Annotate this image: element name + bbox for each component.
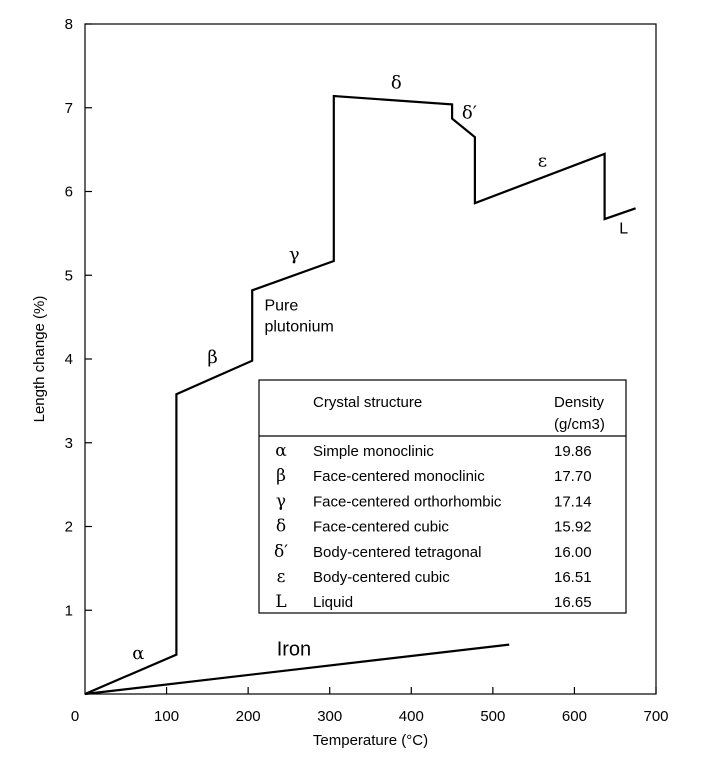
table-structure: Body-centered cubic bbox=[313, 569, 450, 586]
table-structure: Liquid bbox=[313, 594, 353, 611]
y-tick-label: 2 bbox=[65, 519, 73, 536]
y-tick-label: 5 bbox=[65, 267, 73, 284]
phase-label: γ bbox=[289, 244, 300, 265]
y-tick-label: 6 bbox=[65, 184, 73, 201]
table-density: 16.51 bbox=[554, 569, 592, 586]
table-symbol: L bbox=[275, 592, 286, 612]
table-symbol: γ bbox=[276, 491, 286, 511]
table-structure: Simple monoclinic bbox=[313, 443, 434, 460]
x-tick-label: 200 bbox=[236, 708, 261, 725]
table-symbol: β bbox=[276, 466, 286, 486]
phase-label: β bbox=[207, 347, 217, 368]
x-tick-label: 700 bbox=[643, 708, 668, 725]
x-axis-title: Temperature (°C) bbox=[313, 732, 428, 749]
x-tick-label: 100 bbox=[154, 708, 179, 725]
pure-plutonium-line bbox=[84, 94, 636, 696]
axis-tick-labels: 0 100 200 300 400 500 600 700 1 2 3 4 5 6 7 8 bbox=[65, 16, 669, 725]
header-density: Density bbox=[554, 394, 605, 411]
pure-plutonium-label: plutonium bbox=[264, 318, 333, 335]
x-tick-label: 400 bbox=[399, 708, 424, 725]
table-structure: Body-centered tetragonal bbox=[313, 544, 481, 561]
table-density: 16.65 bbox=[554, 594, 592, 611]
y-tick-label: 1 bbox=[65, 602, 73, 619]
axis-ticks bbox=[85, 23, 657, 694]
x-tick-label: 0 bbox=[71, 708, 79, 725]
pure-plutonium-label: Pure bbox=[264, 297, 298, 314]
y-tick-label: 8 bbox=[65, 16, 73, 33]
phase-label: δ′ bbox=[462, 103, 477, 124]
crystal-structure-table: Crystal structure Density (g/cm3) α Simple m… bbox=[258, 379, 627, 614]
table-density: 17.70 bbox=[554, 468, 592, 485]
iron-line bbox=[84, 643, 510, 696]
table-border bbox=[258, 379, 627, 614]
table-symbol: α bbox=[275, 441, 287, 461]
x-tick-label: 500 bbox=[480, 708, 505, 725]
y-tick-label: 4 bbox=[65, 351, 73, 368]
table-structure: Face-centered monoclinic bbox=[313, 468, 485, 485]
x-tick-label: 300 bbox=[317, 708, 342, 725]
table-symbol: ε bbox=[277, 567, 286, 587]
header-crystal-structure: Crystal structure bbox=[313, 394, 422, 411]
phase-label: δ bbox=[391, 72, 402, 93]
iron-label: Iron bbox=[277, 638, 311, 660]
data-series bbox=[84, 94, 636, 696]
header-density-unit: (g/cm3) bbox=[554, 416, 605, 433]
table-structure: Face-centered orthorhombic bbox=[313, 493, 502, 510]
table-symbol: δ bbox=[276, 517, 286, 537]
table-symbol: δ′ bbox=[274, 542, 288, 562]
table-density: 16.00 bbox=[554, 544, 592, 561]
phase-label: ε bbox=[538, 150, 547, 171]
table-density: 17.14 bbox=[554, 493, 592, 510]
y-axis-title: Length change (%) bbox=[31, 296, 48, 423]
table-density: 15.92 bbox=[554, 519, 592, 536]
x-tick-label: 600 bbox=[562, 708, 587, 725]
liquid-phase-label: L bbox=[619, 220, 628, 237]
y-tick-label: 3 bbox=[65, 435, 73, 452]
y-tick-label: 7 bbox=[65, 100, 73, 117]
table-density: 19.86 bbox=[554, 443, 592, 460]
table-structure: Face-centered cubic bbox=[313, 519, 449, 536]
phase-label: α bbox=[132, 643, 144, 664]
